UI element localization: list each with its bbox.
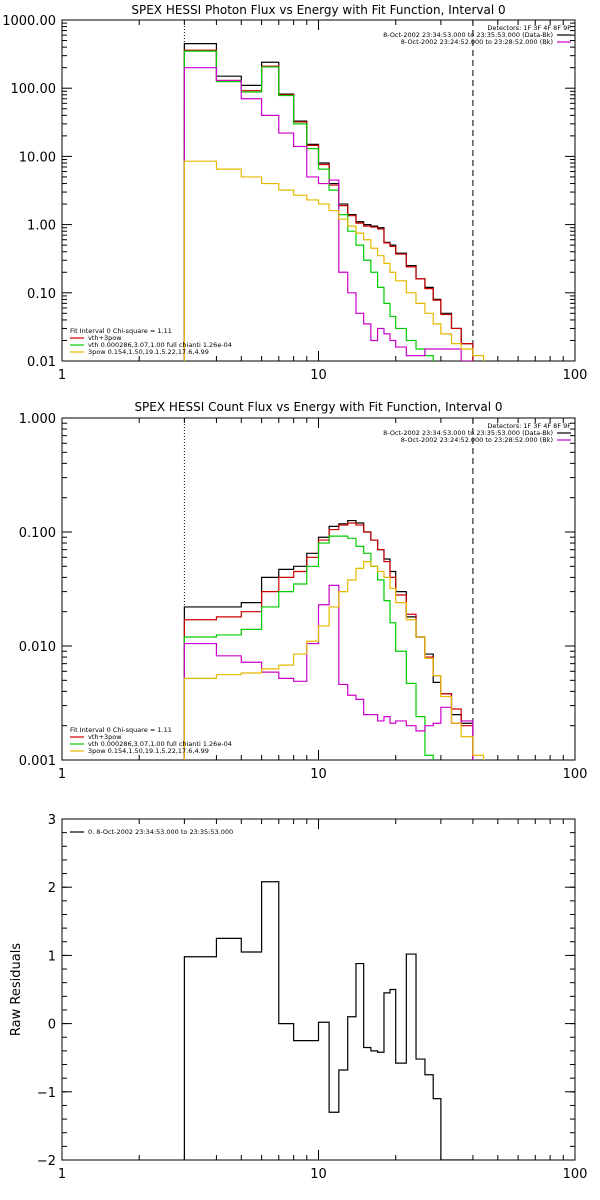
residuals-y-tick-label: −2 (37, 1154, 56, 1169)
photon-plot-frame (61, 19, 576, 362)
count-y-tick-label: 0.010 (19, 640, 56, 655)
photon-series-3-line (183, 67, 473, 361)
photon-y-tick-label: 0.01 (27, 355, 56, 370)
photon-flux-title: SPEX HESSI Photon Flux vs Energy with Fi… (131, 3, 505, 17)
photon-fit-legend-entry: vth 0.000286,3.07,1.00 full chianti 1.26… (88, 341, 232, 349)
count-series-1-line (183, 522, 474, 760)
residuals-y-tick-label: 2 (48, 881, 56, 896)
photon-legend-top-entry: 8-Oct-2002 23:34:53.000 to 23:35:53.000 … (383, 31, 553, 39)
photon-x-tick-label: 10 (310, 368, 327, 383)
residuals-y-tick-label: 0 (48, 1018, 56, 1033)
residuals-legend-entry: 0. 8-Oct-2002 23:34:53.000 to 23:35:53.0… (88, 828, 233, 836)
photon-detectors-note: Detectors: 1F 3F 4F 8F 9F (487, 24, 571, 32)
residuals-y-tick-label: 3 (48, 813, 56, 828)
photon-series-2-line (183, 50, 434, 361)
photon-y-tick-label: 1.00 (27, 219, 56, 234)
count-x-tick-label: 100 (563, 767, 588, 782)
residuals-y-axis-label: Raw Residuals (9, 943, 24, 1036)
count-series-2-line (183, 535, 434, 760)
count-y-tick-label: 0.100 (19, 526, 56, 541)
residuals-y-tick-label: 1 (48, 949, 56, 964)
count-y-tick-label: 1.000 (19, 412, 56, 427)
count-fit-legend-entry: 3pow 0.154,1.50,19.1,5.22,17.6,4.99 (88, 747, 209, 755)
photon-legend-top-entry: 8-Oct-2002 23:24:52.000 to 23:28:52.000 … (401, 38, 553, 46)
count-plot-frame (61, 417, 576, 761)
photon-flux-panel: SPEX HESSI Photon Flux vs Energy with Fi… (2, 3, 587, 383)
count-flux-panel: SPEX HESSI Count Flux vs Energy with Fit… (19, 400, 588, 782)
photon-y-tick-label: 0.10 (27, 287, 56, 302)
count-detectors-note: Detectors: 1F 3F 4F 8F 9F (487, 422, 571, 430)
photon-fit-legend-entry: vth+3pow (88, 334, 122, 342)
count-legend-top-entry: 8-Oct-2002 23:24:52.000 to 23:28:52.000 … (401, 436, 553, 444)
residuals-y-tick-label: −1 (37, 1086, 56, 1101)
photon-y-tick-label: 10.00 (19, 150, 56, 165)
photon-x-tick-label: 1 (58, 368, 66, 383)
count-series-3-line (183, 584, 474, 760)
residuals-plot-frame (61, 818, 576, 1161)
photon-y-tick-label: 1000.00 (2, 14, 56, 29)
photon-fit-legend-entry: 3pow 0.154,1.50,19.1,5.22,17.6,4.99 (88, 348, 209, 356)
residuals-x-tick-label: 10 (310, 1167, 327, 1182)
photon-series-4-line (183, 160, 485, 361)
count-x-tick-label: 10 (310, 767, 327, 782)
count-series-4-line (183, 561, 485, 760)
count-fit-legend-entry: vth 0.000286,3.07,1.00 full chianti 1.26… (88, 740, 232, 748)
photon-fit-legend-header: Fit Interval 0 Chi-square = 1.11 (70, 327, 172, 335)
count-flux-title: SPEX HESSI Count Flux vs Energy with Fit… (134, 400, 502, 414)
count-legend-top-entry: 8-Oct-2002 23:34:53.000 to 23:35:53.000 … (383, 429, 553, 437)
count-y-tick-label: 0.001 (19, 754, 56, 769)
photon-x-tick-label: 100 (563, 368, 588, 383)
count-series-0-line (183, 519, 474, 760)
photon-y-tick-label: 100.00 (11, 82, 57, 97)
count-fit-legend-entry: vth+3pow (88, 733, 122, 741)
residuals-x-tick-label: 1 (58, 1167, 66, 1182)
count-x-tick-label: 1 (58, 767, 66, 782)
count-fit-legend-header: Fit Interval 0 Chi-square = 1.11 (70, 726, 172, 734)
residuals-panel: Raw Residuals 1 10 100 −2 −1 0 1 2 3 0. 8-Oct-200… (9, 813, 587, 1182)
residuals-series-0-line (183, 881, 473, 1160)
residuals-x-tick-label: 100 (563, 1167, 588, 1182)
